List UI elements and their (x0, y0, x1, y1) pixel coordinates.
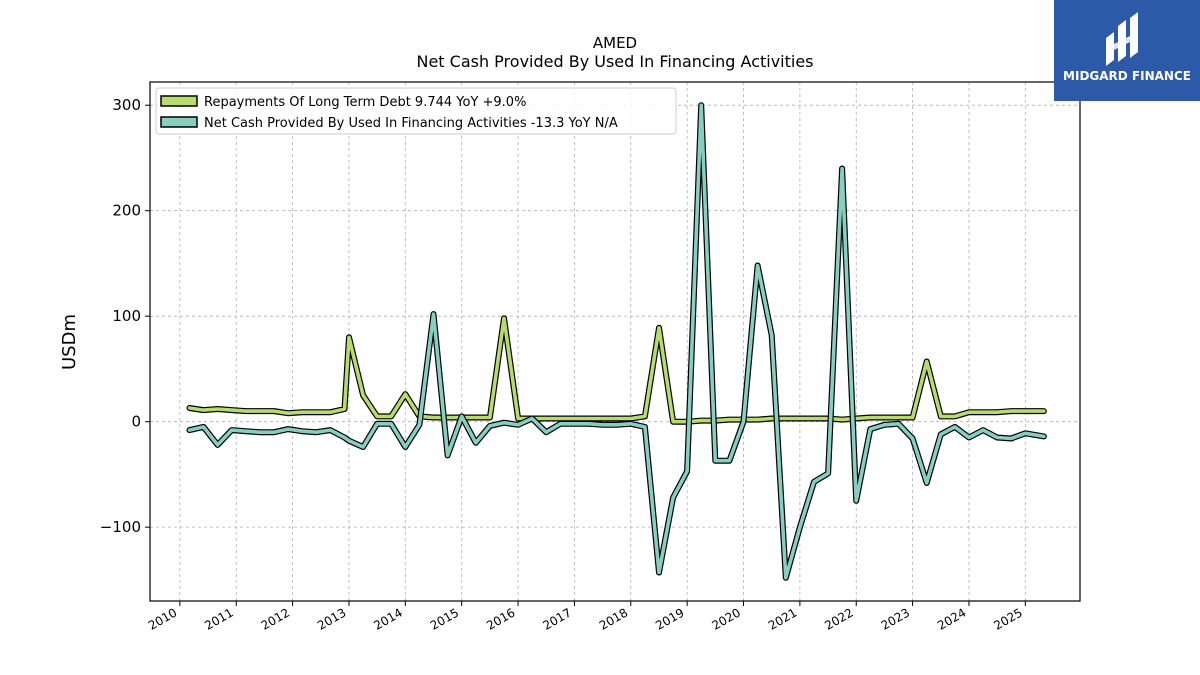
series-line (187, 103, 1046, 580)
series-1 (186, 315, 1047, 425)
series-line (187, 316, 1046, 424)
legend-label: Repayments Of Long Term Debt 9.744 YoY +… (204, 95, 526, 110)
x-tick-label: 2013 (315, 605, 348, 632)
y-tick-label: 200 (112, 202, 141, 220)
series-2 (186, 102, 1047, 581)
x-tick-label: 2022 (822, 605, 855, 632)
legend-label: Net Cash Provided By Used In Financing A… (204, 116, 618, 131)
grid (150, 82, 1080, 601)
x-tick-label: 2024 (935, 605, 968, 632)
x-tick-label: 2011 (202, 605, 235, 632)
series-outline (186, 102, 1047, 581)
x-tick-label: 2017 (540, 605, 573, 632)
chart-title: AMED (593, 34, 637, 52)
legend-swatch (160, 95, 198, 107)
x-tick-label: 2020 (710, 605, 743, 632)
midgard-finance-logo: MIDGARD FINANCE (1054, 0, 1200, 101)
plot-frame (149, 81, 1081, 602)
series-lines (186, 102, 1047, 581)
x-tick-label: 2023 (879, 605, 912, 632)
logo-text: MIDGARD FINANCE (1063, 69, 1191, 83)
y-tick-label: 0 (131, 413, 141, 431)
chart-subtitle: Net Cash Provided By Used In Financing A… (416, 52, 813, 71)
legend-swatch (160, 116, 198, 128)
x-tick-label: 2016 (484, 605, 517, 632)
y-axis-label: USDm (59, 314, 80, 370)
x-tick-label: 2018 (597, 605, 630, 632)
legend-box (155, 87, 677, 135)
y-tick-label: 300 (112, 96, 141, 114)
x-tick-label: 2015 (428, 605, 461, 632)
midgard-logo-icon (1106, 12, 1138, 66)
x-tick-label: 2021 (766, 605, 799, 632)
x-tick-label: 2012 (259, 605, 292, 632)
x-tick-label: 2025 (991, 605, 1024, 632)
axis-ticks: 2010 2011 2012 2013 2014 2015 2016 2017 2018 2019… (100, 96, 1026, 633)
x-tick-label: 2010 (146, 605, 179, 632)
legend: Repayments Of Long Term Debt 9.744 YoY +… (155, 87, 677, 135)
x-tick-label: 2019 (653, 605, 686, 632)
x-tick-label: 2014 (371, 605, 404, 632)
y-tick-label: 100 (112, 307, 141, 325)
y-tick-label: −100 (100, 518, 141, 536)
